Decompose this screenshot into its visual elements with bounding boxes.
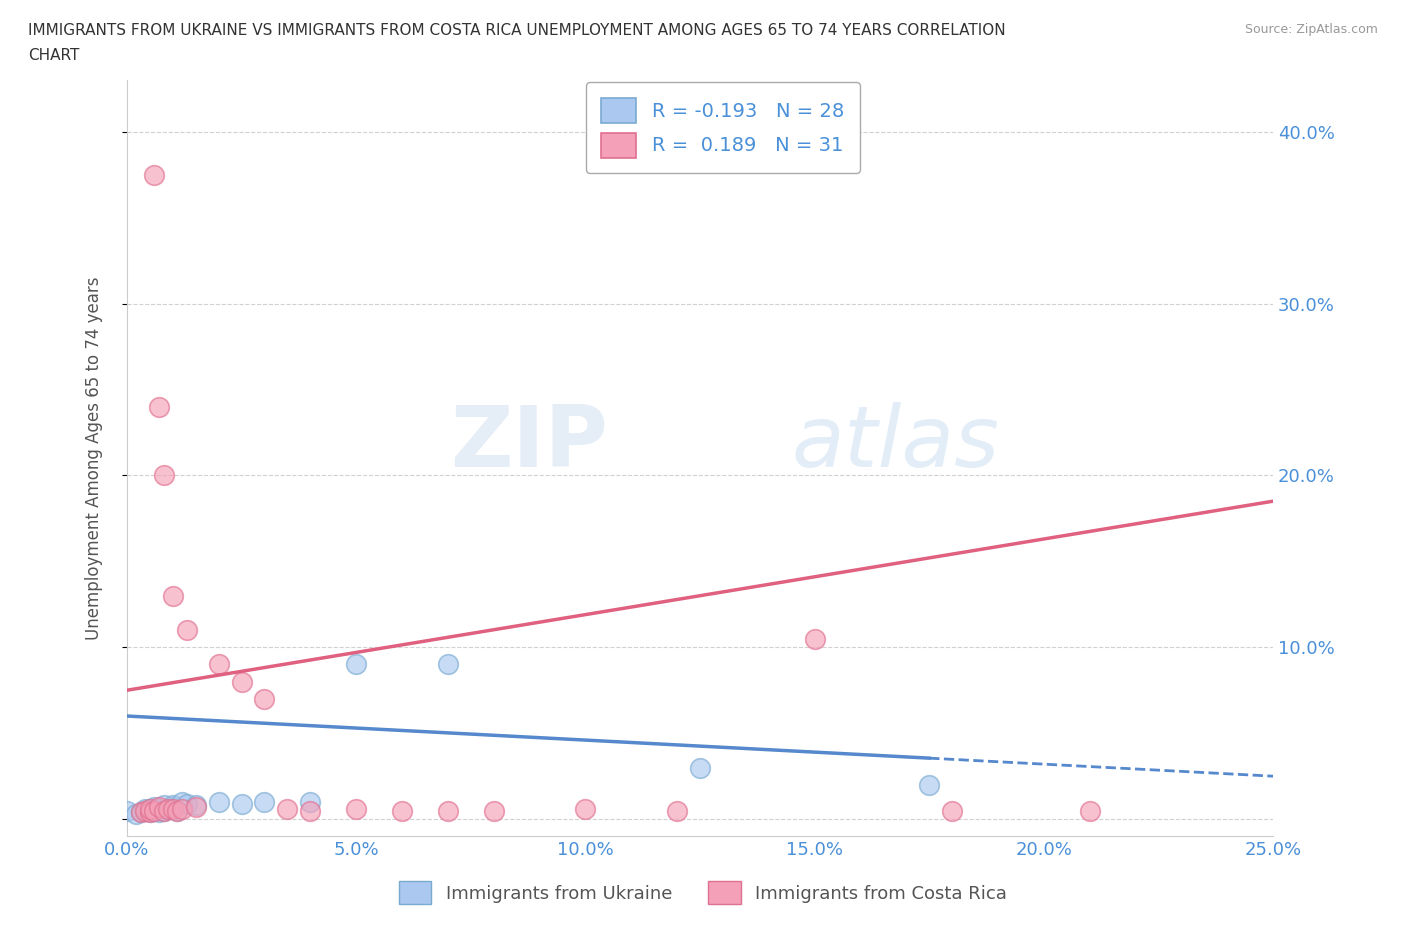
Text: IMMIGRANTS FROM UKRAINE VS IMMIGRANTS FROM COSTA RICA UNEMPLOYMENT AMONG AGES 65: IMMIGRANTS FROM UKRAINE VS IMMIGRANTS FR… — [28, 23, 1005, 38]
Point — [125, 806, 148, 821]
Point — [129, 804, 152, 819]
Point — [437, 804, 460, 818]
Point — [157, 802, 180, 817]
Point — [139, 802, 162, 817]
Point — [152, 798, 174, 813]
Point — [231, 674, 253, 689]
Point — [253, 691, 276, 706]
Point — [176, 796, 198, 811]
Legend: R = -0.193   N = 28, R =  0.189   N = 31: R = -0.193 N = 28, R = 0.189 N = 31 — [586, 82, 860, 173]
Point — [115, 804, 138, 818]
Y-axis label: Unemployment Among Ages 65 to 74 years: Unemployment Among Ages 65 to 74 years — [86, 276, 103, 640]
Point — [139, 804, 162, 819]
Point — [143, 800, 166, 815]
Point — [148, 804, 170, 819]
Point — [157, 802, 180, 817]
Point — [344, 657, 367, 671]
Point — [152, 468, 174, 483]
Point — [689, 760, 711, 775]
Point — [918, 777, 941, 792]
Point — [148, 399, 170, 414]
Point — [184, 800, 207, 815]
Point — [299, 794, 322, 809]
Point — [437, 657, 460, 671]
Point — [231, 796, 253, 811]
Point — [207, 657, 229, 671]
Point — [276, 802, 298, 817]
Point — [941, 804, 963, 818]
Point — [143, 804, 166, 818]
Legend: Immigrants from Ukraine, Immigrants from Costa Rica: Immigrants from Ukraine, Immigrants from… — [392, 874, 1014, 911]
Point — [170, 802, 193, 817]
Point — [134, 804, 156, 818]
Point — [148, 800, 170, 815]
Point — [129, 804, 152, 819]
Point — [162, 798, 184, 813]
Point — [184, 798, 207, 813]
Point — [134, 802, 156, 817]
Point — [148, 802, 170, 817]
Point — [152, 804, 174, 818]
Point — [134, 804, 156, 818]
Point — [482, 804, 505, 818]
Point — [666, 804, 689, 818]
Point — [207, 794, 229, 809]
Point — [152, 804, 174, 818]
Text: Source: ZipAtlas.com: Source: ZipAtlas.com — [1244, 23, 1378, 36]
Point — [162, 802, 184, 817]
Point — [170, 794, 193, 809]
Point — [143, 804, 166, 818]
Point — [139, 802, 162, 817]
Point — [299, 804, 322, 818]
Text: atlas: atlas — [792, 402, 1000, 485]
Point — [253, 794, 276, 809]
Text: CHART: CHART — [28, 48, 80, 63]
Point — [574, 802, 596, 817]
Point — [344, 802, 367, 817]
Point — [162, 589, 184, 604]
Point — [803, 631, 825, 646]
Point — [166, 804, 188, 818]
Point — [139, 804, 162, 819]
Point — [162, 800, 184, 815]
Point — [176, 623, 198, 638]
Text: ZIP: ZIP — [450, 402, 609, 485]
Point — [391, 804, 413, 818]
Point — [166, 804, 188, 818]
Point — [143, 167, 166, 182]
Point — [1078, 804, 1101, 818]
